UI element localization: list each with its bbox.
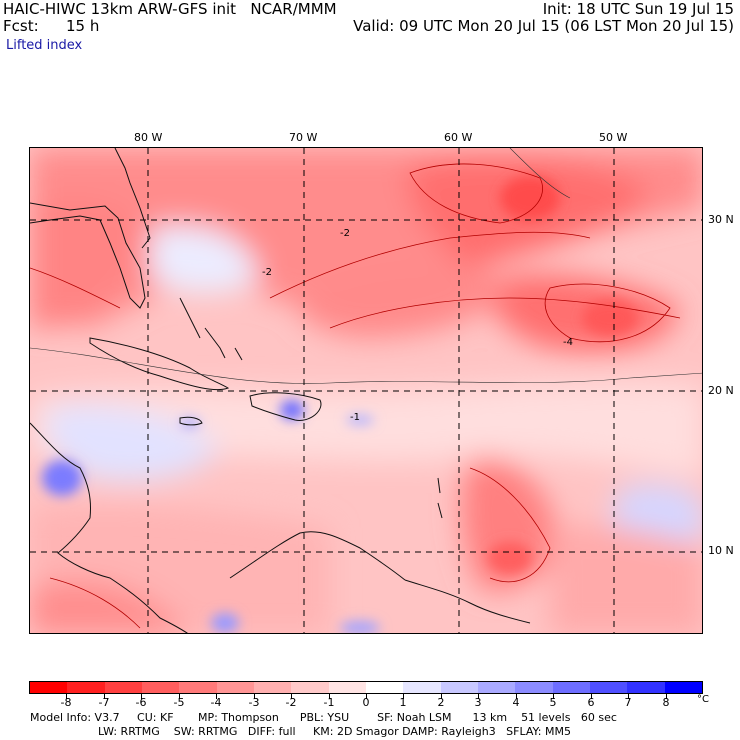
lat-label-30n: 30 N (708, 213, 734, 226)
colorbar-swatch (67, 682, 105, 693)
field-shading (30, 148, 702, 633)
colorbar-tick (329, 694, 330, 699)
colorbar-swatch (291, 682, 329, 693)
colorbar-label: -5 (173, 696, 185, 709)
colorbar-label: 7 (624, 696, 632, 709)
model-title: HAIC-HIWC 13km ARW-GFS init NCAR/MMM (3, 0, 337, 18)
contour-label: -2 (262, 267, 272, 278)
colorbar-tick (478, 694, 479, 699)
colorbar-tick (141, 694, 142, 699)
colorbar-swatch (141, 682, 180, 693)
colorbar-label: 1 (399, 696, 407, 709)
colorbar-tick (628, 694, 629, 699)
contour-label: -2 (340, 228, 350, 239)
map-canvas: -2 -2 -4 -1 (30, 148, 702, 633)
contour-lines (30, 163, 681, 629)
colorbar-tick (216, 694, 217, 699)
colorbar-tick (366, 694, 367, 699)
contour-label: -1 (350, 412, 360, 423)
colorbar-tick (291, 694, 292, 699)
colorbar-swatch (216, 682, 254, 693)
colorbar-tick (66, 694, 67, 699)
colorbar-label: 2 (437, 696, 445, 709)
forecast-hour: 15 h (66, 17, 100, 35)
colorbar-label: -3 (248, 696, 260, 709)
colorbar-swatch (477, 682, 516, 693)
contour-label: -4 (563, 337, 573, 348)
colorbar-label: -2 (285, 696, 297, 709)
colorbar-tick (516, 694, 517, 699)
colorbar-label: 4 (512, 696, 520, 709)
colorbar-swatch (440, 682, 478, 693)
colorbar-label: 5 (549, 696, 557, 709)
colorbar-label: 6 (587, 696, 595, 709)
colorbar-label: 0 (362, 696, 370, 709)
colorbar-swatch (328, 682, 366, 693)
colorbar-swatch (30, 682, 68, 693)
colorbar-tick (441, 694, 442, 699)
colorbar-swatch (179, 682, 217, 693)
coastlines (30, 148, 531, 633)
colorbar-label: -6 (135, 696, 147, 709)
colorbar-label: -8 (60, 696, 72, 709)
model-info-line2: LW: RRTMG SW: RRTMG DIFF: full KM: 2D Sm… (98, 725, 571, 738)
valid-time: Valid: 09 UTC Mon 20 Jul 15 (06 LST Mon … (353, 17, 734, 35)
lat-label-10n: 10 N (708, 544, 734, 557)
colorbar-swatch (552, 682, 590, 693)
colorbar-tick (179, 694, 180, 699)
contour-lines-dark (30, 148, 702, 384)
colorbar-label: -1 (323, 696, 335, 709)
colorbar-swatch (104, 682, 142, 693)
colorbar-tick (403, 694, 404, 699)
colorbar-swatch (664, 682, 702, 693)
lon-label-70w: 70 W (289, 131, 318, 144)
colorbar-tick (666, 694, 667, 699)
lifted-index-map: -2 -2 -4 -1 (29, 147, 703, 634)
colorbar-label: 8 (662, 696, 670, 709)
model-info-line1: Model Info: V3.7 CU: KF MP: Thompson PBL… (30, 711, 617, 724)
colorbar-unit: °C (697, 694, 709, 705)
colorbar-swatch (627, 682, 665, 693)
lat-label-20n: 20 N (708, 384, 734, 397)
colorbar-label: 3 (474, 696, 482, 709)
colorbar-swatch (403, 682, 441, 693)
convective-cells (42, 176, 638, 633)
init-time: Init: 18 UTC Sun 19 Jul 15 (542, 0, 734, 18)
colorbar-tick (553, 694, 554, 699)
colorbar-swatch (515, 682, 553, 693)
colorbar-swatch (253, 682, 292, 693)
colorbar-label: -4 (210, 696, 222, 709)
lon-label-50w: 50 W (599, 131, 628, 144)
lat-lon-grid (30, 148, 702, 633)
forecast-label: Fcst: (3, 17, 39, 35)
colorbar-label: -7 (98, 696, 110, 709)
lon-label-60w: 60 W (444, 131, 473, 144)
field-name: Lifted index (6, 38, 83, 53)
colorbar-tick (254, 694, 255, 699)
colorbar-swatch (589, 682, 628, 693)
colorbar-tick (104, 694, 105, 699)
colorbar-swatch (365, 682, 404, 693)
lon-label-80w: 80 W (134, 131, 163, 144)
colorbar (29, 681, 703, 694)
colorbar-tick (591, 694, 592, 699)
